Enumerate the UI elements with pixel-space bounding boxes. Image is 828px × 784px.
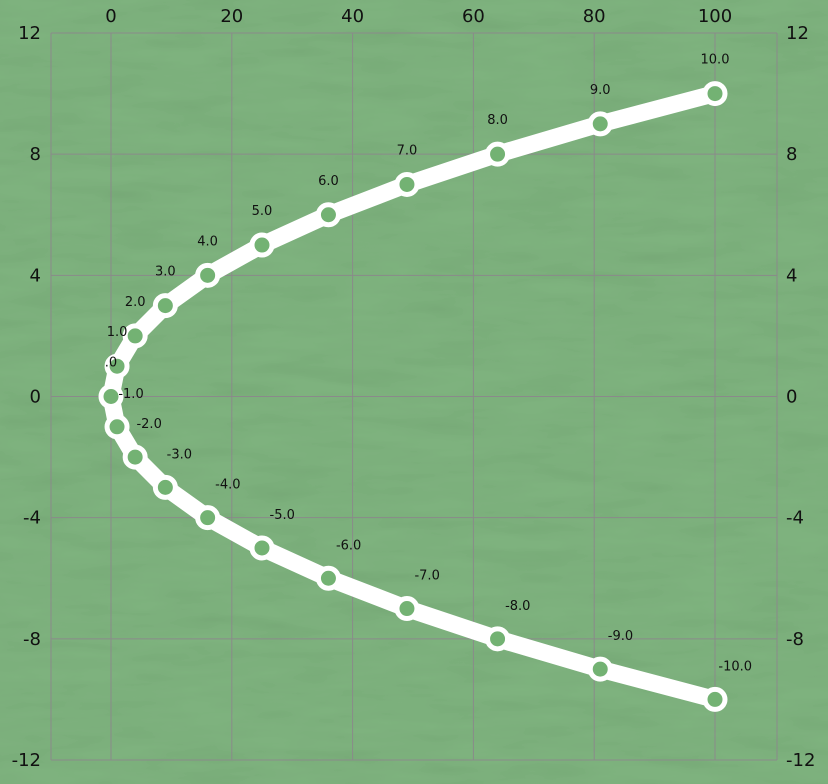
data-point [122,323,148,349]
x-tick-label: 80 [583,6,606,27]
data-label: 2.0 [125,295,146,310]
y-tick-label-left: -4 [23,508,41,529]
data-label: 3.0 [155,265,176,280]
y-tick-label-right: -4 [786,508,804,529]
data-point [315,202,341,228]
y-tick-label-left: -12 [12,750,41,771]
data-label: 1.0 [107,325,128,340]
data-point [195,262,221,288]
data-label: 4.0 [197,234,218,249]
data-label: -4.0 [215,478,240,493]
data-point [152,293,178,319]
x-tick-label: 20 [220,6,243,27]
data-label: 5.0 [252,204,273,219]
data-point [122,444,148,470]
data-point [249,232,275,258]
y-tick-label-right: -12 [786,750,815,771]
data-point [702,686,728,712]
y-tick-label-right: 8 [786,144,797,165]
data-point [485,626,511,652]
data-point [315,565,341,591]
data-label: -1.0 [118,387,143,402]
data-label: -5.0 [270,508,295,523]
data-label: -9.0 [608,629,633,644]
data-point [98,384,124,409]
y-tick-label-right: 12 [786,23,809,44]
data-label: 8.0 [487,113,508,128]
data-point [104,353,130,379]
data-point [587,111,613,137]
y-tick-label-left: 0 [30,387,41,408]
data-point [249,535,275,561]
y-tick-label-left: -8 [23,629,41,650]
data-label: .0 [105,356,117,371]
data-point [394,596,420,622]
x-tick-label: 0 [105,6,116,27]
data-point [485,141,511,167]
data-point [702,81,728,107]
data-point [152,474,178,500]
data-label: -3.0 [167,447,192,462]
y-tick-label-right: -8 [786,629,804,650]
data-label: -10.0 [718,659,752,674]
y-tick-label-right: 0 [786,387,797,408]
data-label: -2.0 [136,417,161,432]
data-label: 7.0 [397,143,418,158]
y-tick-label-right: 4 [786,265,797,286]
data-point [394,171,420,197]
y-tick-label-left: 4 [30,265,41,286]
x-tick-label: 40 [341,6,364,27]
data-label: -8.0 [505,599,530,614]
x-tick-label: 100 [698,6,732,27]
plot-series: 10.0 9.0 8.0 7.0 6.0 5.0 4.0 3.0 2.0 1.0 .0 -1.0 -2.… [98,53,752,712]
data-label: 6.0 [318,174,339,189]
y-tick-label-left: 8 [30,144,41,165]
data-point [195,505,221,531]
data-label: -6.0 [336,538,361,553]
data-label: -7.0 [414,569,439,584]
data-label: 9.0 [590,83,611,98]
data-point [587,656,613,682]
y-tick-label-left: 12 [18,23,41,44]
data-point [104,414,130,440]
x-tick-label: 60 [462,6,485,27]
data-label: 10.0 [701,53,730,68]
